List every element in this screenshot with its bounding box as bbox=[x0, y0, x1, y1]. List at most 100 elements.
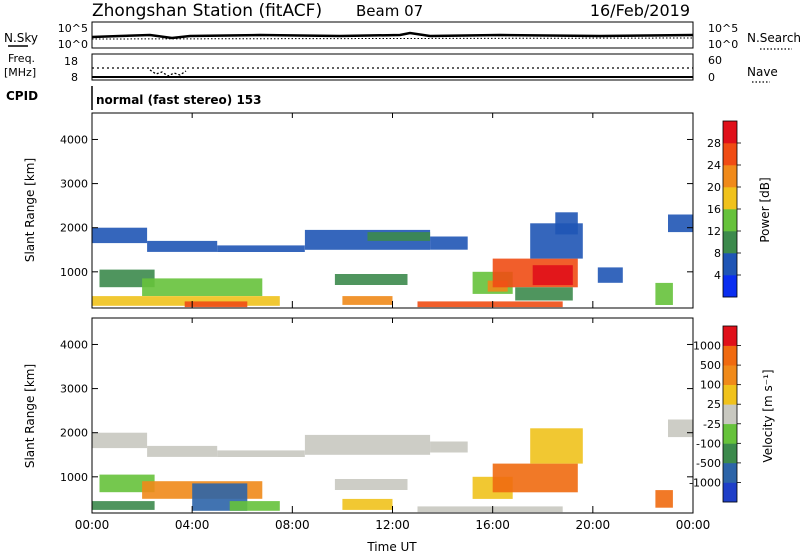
scatter-region bbox=[367, 232, 431, 241]
velocity-colorbar-label: Velocity [m s⁻¹] bbox=[761, 369, 775, 462]
colorbar-segment bbox=[723, 326, 737, 346]
y-tick-label: 3000 bbox=[60, 383, 88, 396]
scatter-region bbox=[92, 296, 280, 306]
scatter-region bbox=[655, 282, 673, 305]
x-tick-label: 08:00 bbox=[275, 518, 310, 532]
scatter-region bbox=[430, 236, 468, 250]
scatter-region bbox=[342, 498, 393, 510]
colorbar-tick-label: -25 bbox=[703, 418, 721, 431]
y-tick-label: 1000 bbox=[60, 266, 88, 279]
velocity-heatmap bbox=[92, 419, 693, 513]
scatter-region bbox=[92, 432, 148, 449]
power-x-ticks bbox=[91, 113, 694, 308]
nave-tick-bottom: 0 bbox=[708, 71, 715, 84]
colorbar-tick-label: 25 bbox=[707, 398, 721, 411]
colorbar-tick-label: 20 bbox=[707, 181, 721, 194]
scatter-region bbox=[342, 296, 393, 305]
nsky-label: N.Sky bbox=[4, 31, 38, 45]
y-tick-label: 2000 bbox=[60, 222, 88, 235]
power-colorbar: 4 8 12 16 20 24 28 bbox=[707, 120, 741, 298]
cpid-value: normal (fast stereo) 153 bbox=[96, 93, 262, 107]
power-colorbar-label: Power [dB] bbox=[758, 177, 772, 242]
velocity-ylabel: Slant Range [km] bbox=[23, 364, 37, 468]
freq-strip: Freq. [MHz] 18 8 60 0 Nave bbox=[4, 52, 778, 84]
colorbar-segment bbox=[723, 231, 737, 254]
scatter-region bbox=[430, 441, 468, 453]
colorbar-segment bbox=[723, 275, 737, 298]
power-panel: 1000 2000 3000 4000 Slant Range [km] 4 8 12 16… bbox=[23, 112, 772, 309]
x-tick-label: 16:00 bbox=[475, 518, 510, 532]
scatter-region bbox=[304, 434, 431, 455]
scatter-region bbox=[530, 428, 583, 464]
freq-tick-bottom: 8 bbox=[71, 71, 78, 84]
colorbar-tick-label: -500 bbox=[696, 457, 721, 470]
x-tick-label: 00:00 bbox=[676, 518, 711, 532]
colorbar-tick-label: -1000 bbox=[689, 476, 721, 489]
x-tick-label: 12:00 bbox=[375, 518, 410, 532]
scatter-region bbox=[668, 214, 693, 233]
y-tick-label: 4000 bbox=[60, 338, 88, 351]
velocity-colorbar: 1000 500 100 25 -25 -100 -500 -1000 bbox=[689, 325, 741, 503]
colorbar-tick-label: 16 bbox=[707, 203, 721, 216]
velocity-panel: 1000 2000 3000 4000 00:00 04:00 08:00 12:00 16:… bbox=[23, 317, 775, 554]
colorbar-tick-label: 12 bbox=[707, 225, 721, 238]
scatter-region bbox=[417, 301, 563, 308]
colorbar-tick-label: 28 bbox=[707, 137, 721, 150]
nsearch-label: N.Search bbox=[747, 31, 800, 45]
scatter-region bbox=[142, 278, 263, 296]
y-tick-label: 4000 bbox=[60, 133, 88, 146]
colorbar-segment bbox=[723, 462, 737, 483]
colorbar-segment bbox=[723, 423, 737, 444]
colorbar-segment bbox=[723, 404, 737, 425]
power-ylabel: Slant Range [km] bbox=[23, 158, 37, 262]
colorbar-tick-label: -100 bbox=[696, 437, 721, 450]
date-label: 16/Feb/2019 bbox=[590, 1, 690, 20]
colorbar-tick-label: 8 bbox=[714, 247, 721, 260]
colorbar-segment bbox=[723, 443, 737, 464]
colorbar-segment bbox=[723, 365, 737, 385]
scatter-region bbox=[92, 501, 155, 510]
scatter-region bbox=[147, 445, 218, 457]
nsky-tick-top: 10^5 bbox=[58, 22, 88, 35]
colorbar-segment bbox=[723, 253, 737, 276]
colorbar-segment bbox=[723, 121, 737, 144]
scatter-region bbox=[92, 227, 148, 244]
x-tick-label: 20:00 bbox=[576, 518, 611, 532]
scatter-region bbox=[217, 245, 305, 252]
scatter-region bbox=[515, 287, 573, 301]
scatter-region bbox=[597, 267, 623, 283]
freq-tick-top: 18 bbox=[64, 55, 78, 68]
colorbar-tick-label: 1000 bbox=[693, 340, 721, 353]
y-tick-label: 3000 bbox=[60, 178, 88, 191]
power-heatmap bbox=[92, 212, 693, 308]
scatter-region bbox=[229, 501, 280, 511]
nave-label: Nave bbox=[747, 65, 778, 79]
colorbar-tick-label: 500 bbox=[700, 359, 721, 372]
colorbar-segment bbox=[723, 482, 737, 503]
scatter-region bbox=[668, 419, 693, 438]
nsearch-tick-top: 10^5 bbox=[708, 22, 738, 35]
station-title: Zhongshan Station (fitACF) bbox=[92, 1, 322, 21]
y-tick-label: 1000 bbox=[60, 471, 88, 484]
colorbar-segment bbox=[723, 187, 737, 210]
nsky-strip: N.Sky 10^5 10^0 10^5 10^0 N.Search bbox=[4, 21, 800, 51]
y-tick-label: 2000 bbox=[60, 427, 88, 440]
scatter-region bbox=[334, 479, 408, 490]
beam-label: Beam 07 bbox=[356, 2, 423, 20]
colorbar-segment bbox=[723, 143, 737, 166]
nsky-trace bbox=[91, 31, 694, 40]
freq-label: Freq. bbox=[8, 52, 35, 65]
nsearch-trace bbox=[91, 37, 694, 40]
velocity-y-axis: 1000 2000 3000 4000 bbox=[60, 338, 693, 484]
velocity-xlabel: Time UT bbox=[366, 540, 417, 554]
scatter-region bbox=[99, 269, 155, 288]
scatter-region bbox=[655, 490, 673, 508]
scatter-region bbox=[99, 474, 155, 493]
colorbar-segment bbox=[723, 345, 737, 366]
velocity-x-axis: 00:00 04:00 08:00 12:00 16:00 20:00 00:00 bbox=[75, 318, 711, 532]
colorbar-segment bbox=[723, 165, 737, 188]
scatter-region bbox=[184, 301, 248, 308]
colorbar-tick-label: 4 bbox=[714, 269, 721, 282]
colorbar-segment bbox=[723, 209, 737, 232]
